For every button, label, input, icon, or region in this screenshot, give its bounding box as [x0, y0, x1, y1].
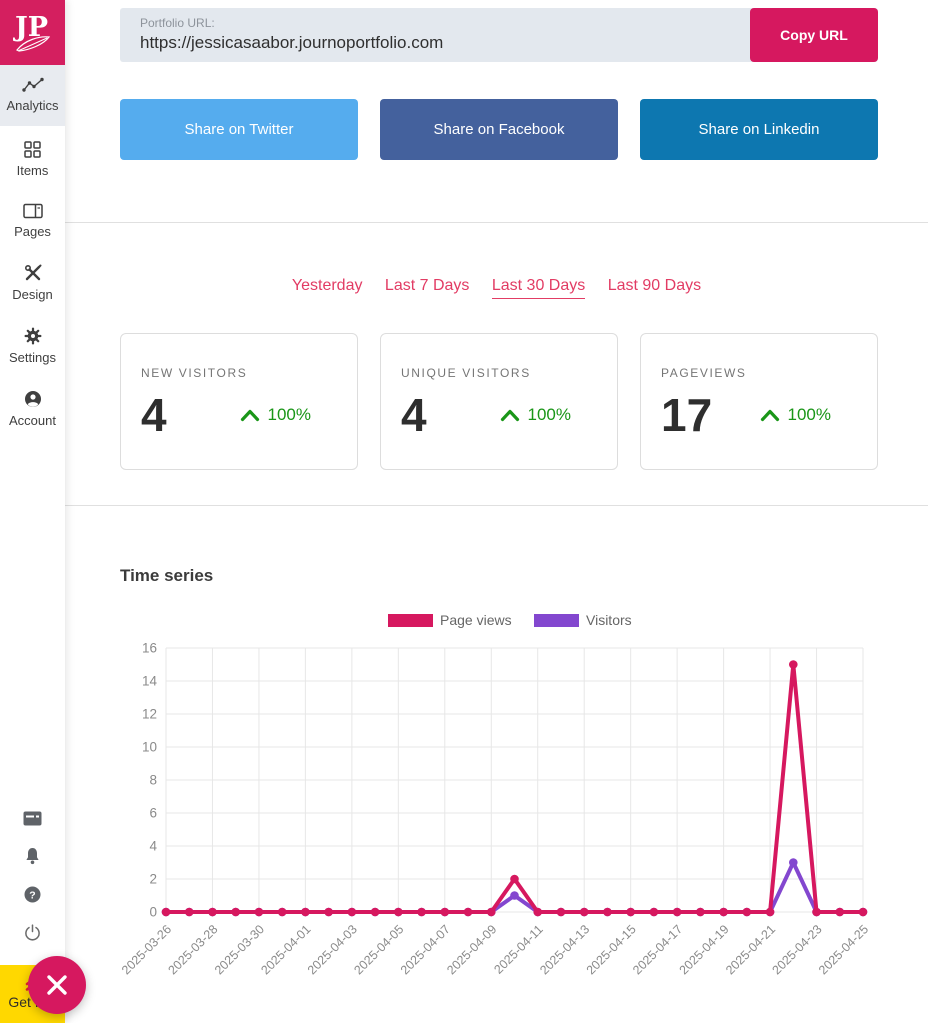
stat-change-value: 100% — [787, 405, 831, 424]
share-twitter-button[interactable]: Share on Twitter — [120, 99, 358, 160]
stat-value: 4 — [401, 389, 427, 441]
sidebar-logout-button[interactable] — [0, 913, 65, 951]
sidebar-item-label: Settings — [9, 350, 56, 365]
stat-change: 100% — [760, 405, 831, 425]
pages-icon — [22, 203, 43, 219]
sidebar-item-label: Design — [12, 287, 53, 302]
items-icon — [24, 141, 41, 158]
stat-value: 4 — [141, 389, 167, 441]
sidebar-item-pages[interactable]: Pages — [0, 194, 65, 249]
svg-text:8: 8 — [149, 773, 157, 788]
tab-last-90-days[interactable]: Last 90 Days — [607, 277, 702, 294]
date-range-tabs: Yesterday Last 7 Days Last 30 Days Last … — [65, 277, 928, 299]
svg-text:14: 14 — [142, 674, 158, 689]
power-icon — [25, 923, 40, 941]
stat-change: 100% — [500, 405, 571, 425]
sidebar-item-analytics[interactable]: Analytics — [0, 65, 65, 126]
svg-text:JP: JP — [13, 12, 48, 43]
card-icon — [23, 811, 42, 825]
bell-icon — [26, 848, 39, 865]
sidebar-spacer — [0, 438, 65, 799]
jp-feather-logo-icon: JP — [13, 12, 50, 52]
stat-change-value: 100% — [527, 405, 571, 424]
tab-last-7-days[interactable]: Last 7 Days — [384, 277, 470, 294]
close-icon — [47, 975, 67, 995]
share-facebook-button[interactable]: Share on Facebook — [380, 99, 618, 160]
up-arrow-icon — [500, 409, 519, 421]
design-icon — [24, 264, 41, 281]
sidebar-item-label: Analytics — [6, 98, 59, 113]
account-icon — [24, 391, 41, 407]
stat-label: NEW VISITORS — [141, 366, 248, 380]
svg-text:?: ? — [29, 889, 35, 901]
analytics-icon — [21, 77, 44, 92]
sidebar: JP Analytics Items Pages — [0, 0, 65, 1023]
stat-card-unique-visitors: UNIQUE VISITORS 4 100% — [380, 333, 618, 470]
main-content: Portfolio URL: https://jessicasaabor.jou… — [65, 0, 928, 1023]
stat-label: PAGEVIEWS — [661, 366, 747, 380]
stat-card-new-visitors: NEW VISITORS 4 100% — [120, 333, 358, 470]
sidebar-item-account[interactable]: Account — [0, 381, 65, 438]
sidebar-item-items[interactable]: Items — [0, 132, 65, 188]
time-series-chart: 02468101214162025-03-262025-03-282025-03… — [119, 612, 871, 977]
stat-card-pageviews: PAGEVIEWS 17 100% — [640, 333, 878, 470]
close-fab-button[interactable] — [28, 956, 86, 1014]
portfolio-url-texts: Portfolio URL: https://jessicasaabor.jou… — [120, 8, 750, 62]
copy-url-button[interactable]: Copy URL — [750, 8, 878, 62]
chart-title: Time series — [120, 566, 214, 585]
stats-cards-row: NEW VISITORS 4 100% UNIQUE VISITORS 4 — [120, 333, 878, 470]
sidebar-item-design[interactable]: Design — [0, 255, 65, 312]
stat-value: 17 — [661, 389, 713, 441]
share-linkedin-button[interactable]: Share on Linkedin — [640, 99, 878, 160]
svg-text:2025-04-09: 2025-04-09 — [444, 922, 499, 977]
svg-text:Page views: Page views — [440, 612, 512, 628]
svg-text:6: 6 — [149, 806, 157, 821]
settings-icon — [24, 327, 41, 345]
svg-text:Visitors: Visitors — [586, 612, 632, 628]
portfolio-url-label: Portfolio URL: — [140, 16, 215, 30]
svg-text:0: 0 — [149, 905, 157, 920]
stat-change: 100% — [240, 405, 311, 425]
sidebar-notifications-button[interactable] — [0, 837, 65, 875]
svg-text:4: 4 — [149, 839, 157, 854]
svg-text:12: 12 — [142, 707, 157, 722]
sidebar-item-label: Account — [9, 413, 56, 428]
portfolio-url-value[interactable]: https://jessicasaabor.journoportfolio.co… — [140, 33, 444, 52]
svg-text:2025-04-25: 2025-04-25 — [816, 922, 871, 977]
section-divider — [65, 505, 928, 506]
sidebar-item-label: Pages — [14, 224, 51, 239]
up-arrow-icon — [760, 409, 779, 421]
help-icon: ? — [24, 886, 41, 902]
svg-text:2: 2 — [149, 872, 157, 887]
section-divider — [65, 222, 928, 223]
sidebar-item-settings[interactable]: Settings — [0, 318, 65, 375]
sidebar-billing-button[interactable] — [0, 799, 65, 837]
sidebar-item-label: Items — [16, 163, 49, 178]
portfolio-url-bar: Portfolio URL: https://jessicasaabor.jou… — [120, 8, 878, 62]
stat-label: UNIQUE VISITORS — [401, 366, 531, 380]
sidebar-help-button[interactable]: ? — [0, 875, 65, 913]
journoportfolio-logo[interactable]: JP — [0, 0, 65, 65]
tab-yesterday[interactable]: Yesterday — [291, 277, 363, 294]
stat-change-value: 100% — [267, 405, 311, 424]
share-buttons-row: Share on Twitter Share on Facebook Share… — [120, 99, 878, 160]
svg-text:16: 16 — [142, 641, 157, 656]
up-arrow-icon — [240, 409, 259, 421]
svg-text:10: 10 — [142, 740, 157, 755]
tab-last-30-days[interactable]: Last 30 Days — [491, 277, 586, 299]
